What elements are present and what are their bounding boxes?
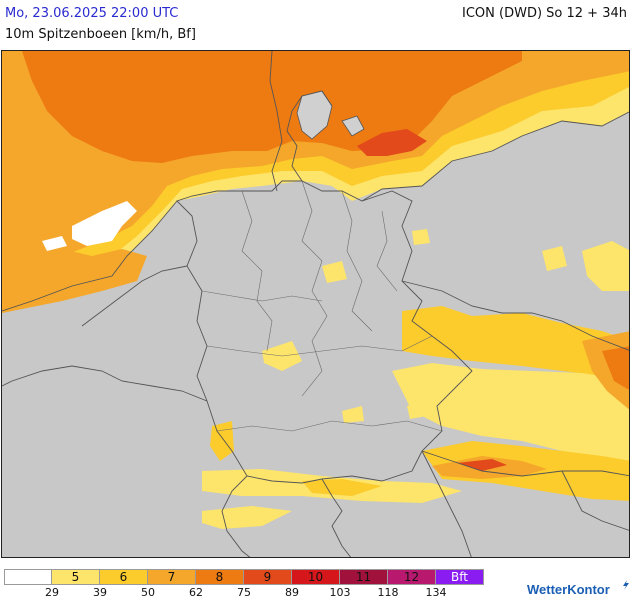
legend-swatch: Bft bbox=[436, 569, 484, 585]
coastline bbox=[2, 51, 629, 312]
legend-swatch: 8 bbox=[196, 569, 244, 585]
legend-tick-label: 75 bbox=[237, 586, 251, 599]
parameter-label: 10m Spitzenboeen [km/h, Bf] bbox=[5, 27, 196, 42]
legend-tick-label: 89 bbox=[285, 586, 299, 599]
legend-swatch: 12 bbox=[388, 569, 436, 585]
calm-area bbox=[72, 201, 137, 246]
calm-area-2 bbox=[42, 236, 67, 251]
legend-swatch: 5 bbox=[52, 569, 100, 585]
legend-tick-label: 134 bbox=[425, 586, 447, 599]
legend-tick-label: 50 bbox=[141, 586, 155, 599]
weather-map[interactable] bbox=[1, 50, 630, 558]
state-borders bbox=[201, 180, 443, 432]
legend-swatch bbox=[4, 569, 52, 585]
legend-tick-label: 62 bbox=[189, 586, 203, 599]
legend-swatch: 7 bbox=[148, 569, 196, 585]
baltic-gust-core bbox=[357, 129, 427, 156]
legend-swatch: 6 bbox=[100, 569, 148, 585]
legend-ticks: 29 39 50 62 75 89 103 118 134 bbox=[4, 586, 504, 600]
island-land bbox=[341, 115, 365, 137]
legend-tick-label: 29 bbox=[45, 586, 59, 599]
color-legend: 5 6 7 8 9 10 11 12 Bft bbox=[4, 569, 484, 585]
country-borders bbox=[2, 180, 629, 557]
title-datetime: Mo, 23.06.2025 22:00 UTC bbox=[5, 6, 179, 21]
convection-cells bbox=[202, 229, 629, 529]
legend-swatch: 9 bbox=[244, 569, 292, 585]
wetterkontor-logo[interactable]: WetterKontor bbox=[527, 582, 610, 597]
wind-gust-icon bbox=[623, 580, 629, 590]
west-coast-gust-core bbox=[2, 239, 147, 313]
legend-tick-label: 118 bbox=[377, 586, 399, 599]
legend-tick-label: 39 bbox=[93, 586, 107, 599]
legend-swatch: 10 bbox=[292, 569, 340, 585]
model-run-label: ICON (DWD) So 12 + 34h bbox=[462, 6, 627, 21]
legend-tick-label: 103 bbox=[329, 586, 351, 599]
gust-map-svg bbox=[2, 51, 629, 557]
legend-swatch: 11 bbox=[340, 569, 388, 585]
